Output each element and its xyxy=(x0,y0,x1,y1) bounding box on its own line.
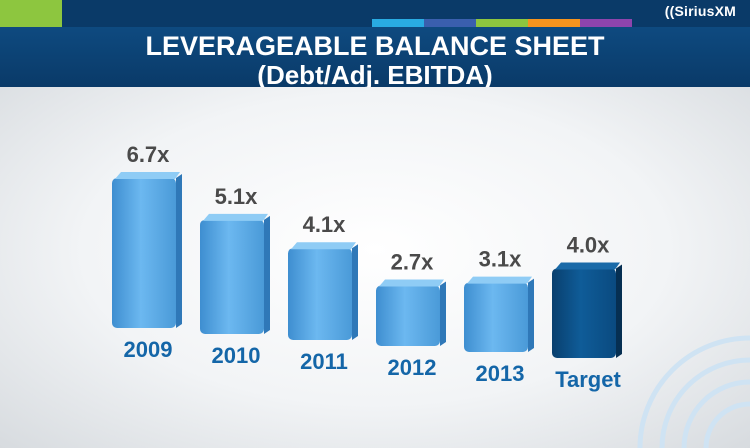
signal-watermark-icon xyxy=(637,335,750,448)
color-strip-orange xyxy=(528,19,580,27)
bar-2013 xyxy=(464,276,534,352)
bar-target xyxy=(552,262,622,358)
bar-2009 xyxy=(112,172,182,328)
category-label-2013: 2013 xyxy=(476,361,525,386)
category-label-2011: 2011 xyxy=(300,349,348,374)
value-label-2011: 4.1x xyxy=(303,212,347,237)
bar-2010 xyxy=(200,213,270,334)
bar-chart: 6.7x 5.1x 4.1x 2.7x 3.1x 4.0x 2009 2010 2011 201… xyxy=(112,142,750,448)
bar-2011 xyxy=(288,242,358,340)
value-label-target: 4.0x xyxy=(567,232,611,257)
top-bar-green-block xyxy=(0,0,62,27)
title-banner xyxy=(0,27,750,87)
siriusxm-logo: ((SiriusXM xyxy=(664,3,736,19)
color-strip-indigo xyxy=(424,19,476,27)
category-label-target: Target xyxy=(555,367,621,392)
color-strip-blue xyxy=(372,19,424,27)
chart-subtitle: (Debt/Adj. EBITDA) xyxy=(257,60,493,90)
category-label-2009: 2009 xyxy=(124,337,173,362)
value-label-2010: 5.1x xyxy=(215,184,259,209)
chart-area: 6.7x 5.1x 4.1x 2.7x 3.1x 4.0x 2009 2010 2011 201… xyxy=(0,87,750,448)
color-strip-green xyxy=(476,19,528,27)
value-label-2012: 2.7x xyxy=(391,250,435,275)
value-label-2013: 3.1x xyxy=(479,247,523,272)
category-label-2010: 2010 xyxy=(212,343,261,368)
color-strip-purple xyxy=(580,19,632,27)
value-label-2009: 6.7x xyxy=(127,142,171,167)
bar-2012 xyxy=(376,279,446,346)
chart-title: LEVERAGEABLE BALANCE SHEET xyxy=(145,31,605,61)
category-label-2012: 2012 xyxy=(388,355,437,380)
